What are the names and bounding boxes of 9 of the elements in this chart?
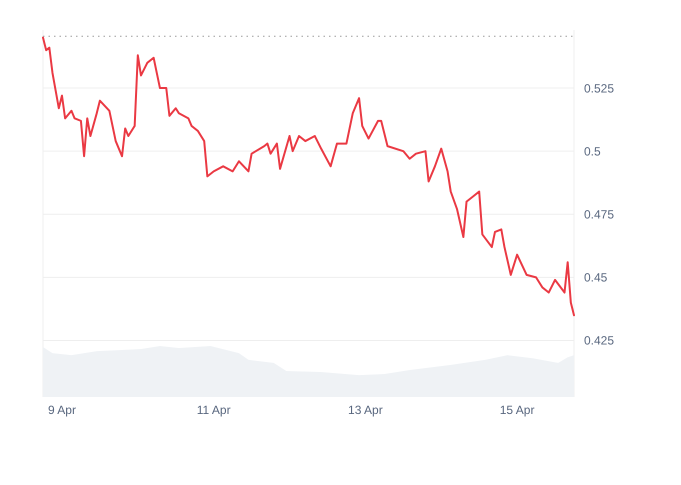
x-tick-label: 11 Apr xyxy=(196,403,231,417)
y-tick-label: 0.425 xyxy=(584,334,614,348)
y-tick-label: 0.45 xyxy=(584,270,608,285)
y-tick-label: 0.525 xyxy=(584,81,614,96)
x-tick-label: 15 Apr xyxy=(500,403,534,417)
x-tick-label: 13 Apr xyxy=(348,403,383,417)
x-tick-label: 9 Apr xyxy=(48,403,76,417)
y-tick-label: 0.5 xyxy=(584,144,602,158)
y-tick-label: 0.475 xyxy=(584,207,614,222)
